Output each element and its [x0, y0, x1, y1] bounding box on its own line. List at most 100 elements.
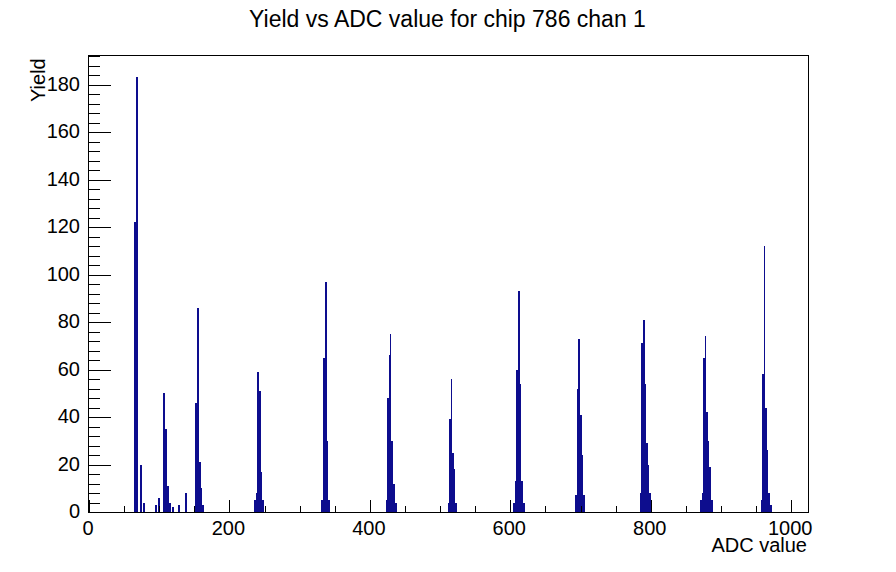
y-tick-label: 0 — [20, 500, 80, 523]
histogram-bar — [328, 500, 330, 512]
x-minor-tick — [686, 506, 687, 512]
y-minor-tick — [89, 170, 100, 171]
histogram-bar — [202, 505, 204, 512]
y-tick-label: 140 — [20, 167, 80, 190]
x-minor-tick — [194, 506, 195, 512]
y-minor-tick — [89, 142, 100, 143]
x-minor-tick — [440, 506, 441, 512]
y-minor-tick — [89, 503, 100, 504]
y-tick-label: 60 — [20, 357, 80, 380]
x-minor-tick — [616, 506, 617, 512]
y-minor-tick — [89, 284, 100, 285]
x-tick-label: 200 — [212, 517, 245, 540]
histogram-bar — [711, 500, 713, 512]
y-major-tick — [89, 417, 111, 418]
histogram-bar — [455, 503, 457, 513]
histogram-bar — [770, 505, 772, 512]
root-canvas: Yield vs ADC value for chip 786 chan 1 Y… — [0, 0, 896, 572]
y-minor-tick — [89, 313, 100, 314]
y-major-tick — [89, 275, 111, 276]
y-minor-tick — [89, 398, 100, 399]
y-minor-tick — [89, 360, 100, 361]
y-major-tick — [89, 370, 111, 371]
x-minor-tick — [159, 506, 160, 512]
histogram-bar — [169, 503, 171, 513]
x-tick-label: 800 — [633, 517, 666, 540]
x-minor-tick — [405, 506, 406, 512]
y-major-tick — [89, 132, 111, 133]
histogram-bar — [583, 495, 585, 512]
y-major-tick — [89, 322, 111, 323]
y-minor-tick — [89, 56, 100, 57]
x-minor-tick — [265, 506, 266, 512]
y-major-tick — [89, 465, 111, 466]
y-minor-tick — [89, 75, 100, 76]
x-tick-label: 0 — [82, 517, 93, 540]
x-tick-label: 600 — [493, 517, 526, 540]
x-tick-label: 400 — [352, 517, 385, 540]
y-minor-tick — [89, 161, 100, 162]
y-major-tick — [89, 512, 111, 513]
x-minor-tick — [300, 506, 301, 512]
histogram-bar — [172, 507, 174, 512]
y-major-tick — [89, 85, 111, 86]
x-minor-tick — [335, 506, 336, 512]
y-tick-label: 20 — [20, 452, 80, 475]
y-minor-tick — [89, 208, 100, 209]
y-minor-tick — [89, 446, 100, 447]
y-minor-tick — [89, 113, 100, 114]
x-minor-tick — [124, 506, 125, 512]
y-tick-label: 80 — [20, 310, 80, 333]
x-minor-tick — [475, 506, 476, 512]
x-minor-tick — [581, 506, 582, 512]
y-minor-tick — [89, 455, 100, 456]
y-minor-tick — [89, 484, 100, 485]
y-minor-tick — [89, 189, 100, 190]
y-major-tick — [89, 180, 111, 181]
histogram-bar — [395, 503, 397, 513]
y-minor-tick — [89, 474, 100, 475]
y-tick-label: 160 — [20, 120, 80, 143]
histogram-bar — [523, 503, 525, 513]
y-minor-tick — [89, 351, 100, 352]
x-major-tick — [651, 500, 652, 512]
y-minor-tick — [89, 341, 100, 342]
y-minor-tick — [89, 94, 100, 95]
histogram-bar — [185, 493, 187, 512]
y-major-tick — [89, 227, 111, 228]
y-minor-tick — [89, 151, 100, 152]
y-minor-tick — [89, 104, 100, 105]
x-major-tick — [510, 500, 511, 512]
chart-title: Yield vs ADC value for chip 786 chan 1 — [88, 6, 807, 33]
y-minor-tick — [89, 246, 100, 247]
x-axis-title: ADC value — [711, 534, 807, 557]
y-minor-tick — [89, 379, 100, 380]
y-minor-tick — [89, 218, 100, 219]
y-minor-tick — [89, 493, 100, 494]
y-tick-label: 120 — [20, 215, 80, 238]
x-minor-tick — [721, 506, 722, 512]
y-minor-tick — [89, 303, 100, 304]
histogram-bar — [143, 503, 145, 513]
y-tick-label: 180 — [20, 72, 80, 95]
histogram-bar — [140, 465, 142, 513]
y-minor-tick — [89, 256, 100, 257]
y-minor-tick — [89, 408, 100, 409]
y-tick-label: 40 — [20, 405, 80, 428]
histogram-bar — [136, 77, 138, 512]
plot-frame — [88, 55, 809, 513]
histogram-bar — [178, 505, 180, 512]
x-minor-tick — [756, 506, 757, 512]
y-minor-tick — [89, 199, 100, 200]
y-minor-tick — [89, 66, 100, 67]
y-minor-tick — [89, 294, 100, 295]
y-minor-tick — [89, 265, 100, 266]
x-minor-tick — [545, 506, 546, 512]
y-minor-tick — [89, 237, 100, 238]
y-minor-tick — [89, 332, 100, 333]
y-minor-tick — [89, 436, 100, 437]
y-minor-tick — [89, 427, 100, 428]
x-major-tick — [370, 500, 371, 512]
y-minor-tick — [89, 123, 100, 124]
y-tick-label: 100 — [20, 262, 80, 285]
